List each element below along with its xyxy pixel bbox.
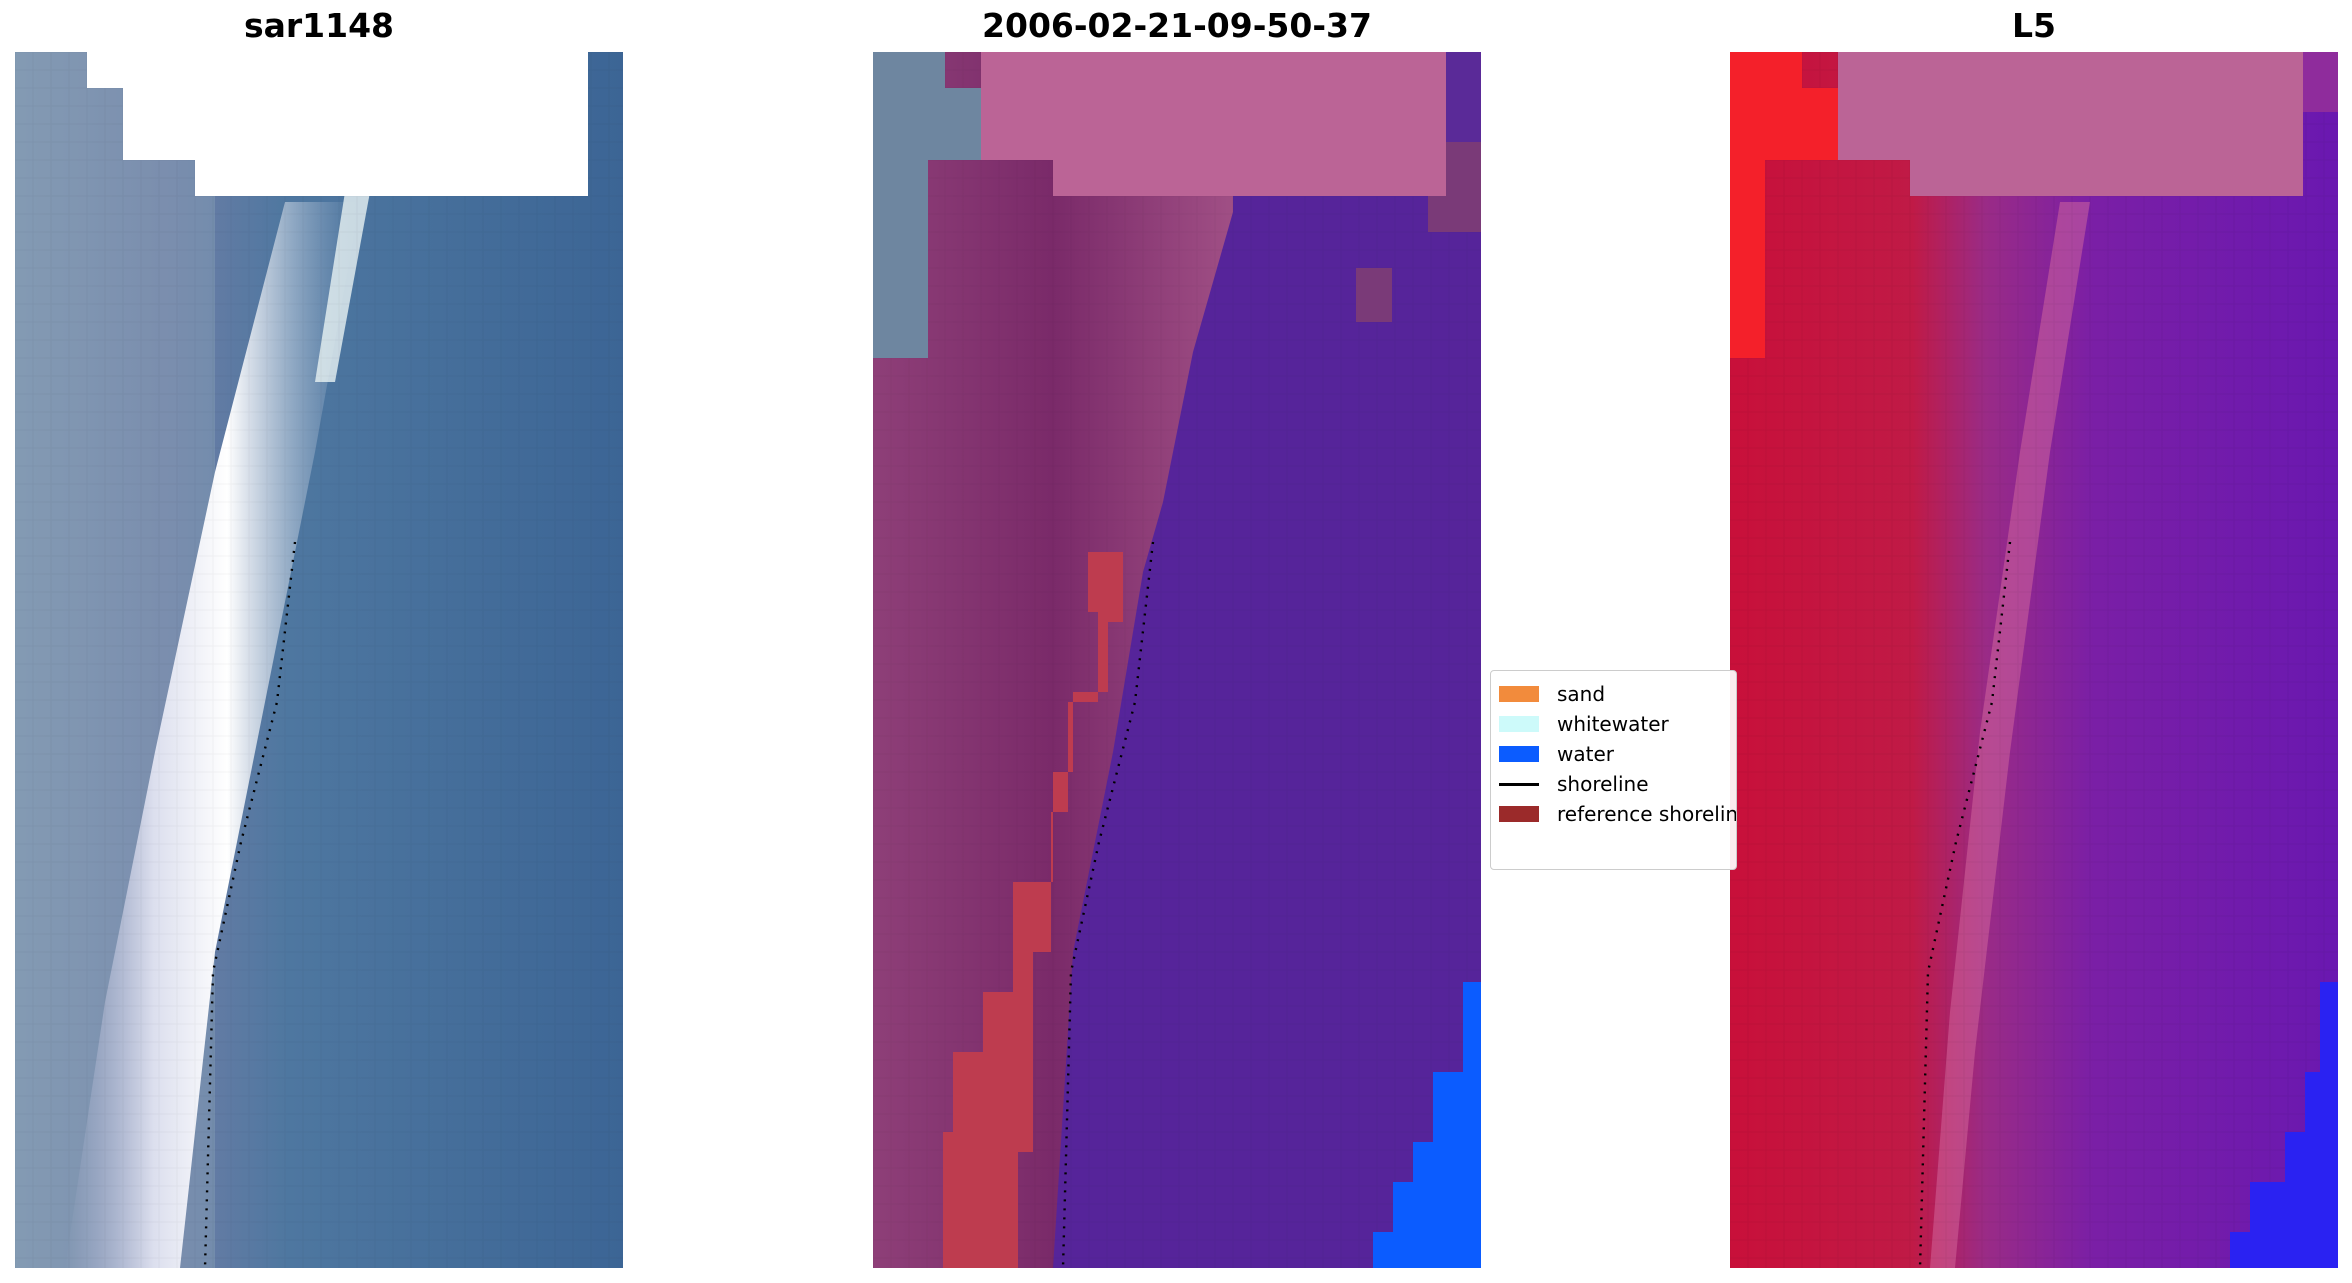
- classified-image: [873, 52, 1481, 1268]
- panel-sar: sar1148: [15, 0, 623, 1283]
- satellite-image: [15, 52, 623, 1268]
- legend-swatch: [1499, 806, 1539, 822]
- panel-title: sar1148: [243, 6, 395, 45]
- legend-label: shoreline: [1557, 772, 1649, 796]
- legend-item-sand: sand: [1499, 681, 1605, 707]
- legend-item-water: water: [1499, 741, 1614, 767]
- legend-label: sand: [1557, 682, 1606, 706]
- legend-swatch: [1499, 716, 1539, 732]
- legend-item-whitewater: whitewater: [1499, 711, 1669, 737]
- panel-title: L5: [2012, 6, 2056, 45]
- legend-swatch: [1499, 686, 1539, 702]
- legend-label: reference shoreline: [1557, 802, 1737, 826]
- panel-classified: 2006-02-21-09-50-37: [873, 0, 1481, 1283]
- panel-l5: L5: [1730, 0, 2338, 1283]
- legend-line: [1499, 782, 1539, 786]
- legend-item-shoreline: shoreline: [1499, 771, 1649, 797]
- legend-item-reference-shoreline: reference shoreline: [1499, 801, 1737, 827]
- legend-label: water: [1557, 742, 1614, 766]
- legend-label: whitewater: [1557, 712, 1669, 736]
- legend-swatch: [1499, 746, 1539, 762]
- panel-title: 2006-02-21-09-50-37: [982, 6, 1372, 45]
- false-color-image: [1730, 52, 2338, 1268]
- legend: sand whitewater water shoreline referenc…: [1490, 670, 1737, 870]
